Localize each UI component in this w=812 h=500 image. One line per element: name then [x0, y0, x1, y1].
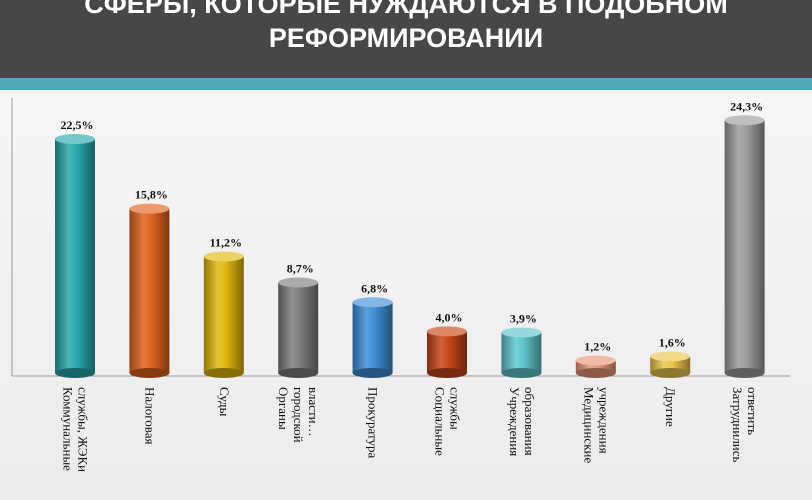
bar	[203, 256, 244, 373]
category-label-line: власти…	[306, 387, 321, 437]
bar-top	[129, 203, 170, 214]
data-label: 1,2%	[584, 340, 611, 354]
data-label: 11,2%	[210, 236, 242, 250]
category-label: Затруднились ответить	[730, 387, 760, 463]
header-accent-stripe	[0, 78, 812, 90]
category-label-line: Медицинские	[581, 387, 596, 463]
data-label: 15,8%	[135, 188, 168, 202]
category-label: Учреждения образования	[507, 387, 537, 456]
bar-top	[427, 326, 467, 337]
category-label: Социальные службы	[433, 387, 463, 456]
bar-top	[55, 134, 95, 144]
bar-base	[278, 368, 319, 378]
bar-base	[575, 368, 616, 378]
bar-top	[278, 277, 319, 288]
category-label-line: Социальные	[433, 387, 448, 456]
bar-top	[203, 251, 244, 262]
category-label-line: учреждения	[596, 387, 611, 454]
bar	[724, 120, 765, 373]
category-label: Медицинские учреждения	[581, 387, 611, 463]
bar	[55, 139, 95, 373]
bar-top	[724, 115, 765, 126]
category-label-line: ответить	[745, 387, 760, 435]
bar	[501, 332, 542, 373]
category-label-line: Другие	[663, 387, 678, 427]
bar-top	[352, 297, 393, 308]
bar-top	[501, 327, 542, 338]
bar-top	[650, 351, 691, 362]
category-label: Прокуратура	[366, 387, 381, 458]
data-label: 8,7%	[287, 262, 314, 276]
data-label: 1,6%	[659, 335, 686, 349]
bar	[352, 302, 393, 373]
data-label: 3,9%	[510, 311, 537, 325]
bar-base	[55, 368, 95, 378]
bar-base	[650, 368, 691, 378]
category-label: Другие	[663, 387, 678, 427]
data-label: 24,3%	[730, 99, 763, 113]
category-label-line: Налоговая	[142, 387, 157, 445]
category-label-line: городской	[291, 387, 306, 443]
title-line-1: СФЕРЫ, КОТОРЫЕ НУЖДАЮТСЯ В ПОДОБНОМ	[84, 0, 728, 19]
category-label-line: Органы	[276, 387, 291, 430]
category-label: Органы городской власти…	[276, 387, 321, 443]
data-label: 22,5%	[61, 118, 94, 132]
bar-base	[501, 368, 542, 378]
category-label-line: образования	[522, 387, 537, 456]
category-label: Суды	[217, 387, 232, 417]
category-label-line: Суды	[217, 387, 232, 417]
plot-area: 22,5% Коммунальные службы, ЖЭКи 15,8% Налого…	[0, 90, 812, 500]
title-line-2: РЕФОРМИРОВАНИИ	[268, 23, 544, 53]
category-label-line: службы, ЖЭКи	[76, 387, 91, 472]
category-label-line: Учреждения	[507, 387, 522, 456]
category-label-line: службы	[448, 387, 463, 430]
bar-base	[129, 368, 170, 378]
category-label-line: Коммунальные	[61, 387, 76, 471]
bar-base	[724, 368, 765, 378]
data-label: 4,0%	[436, 310, 463, 324]
bar-base	[352, 368, 393, 378]
data-label: 6,8%	[361, 281, 388, 295]
bar-top	[575, 355, 616, 366]
category-label: Налоговая	[142, 387, 157, 445]
bar	[278, 282, 319, 373]
category-label-line: Затруднились	[730, 387, 745, 463]
bar-base	[203, 368, 244, 378]
chart-header: СФЕРЫ, КОТОРЫЕ НУЖДАЮТСЯ В ПОДОБНОМ РЕФО…	[0, 0, 812, 78]
category-label: Коммунальные службы, ЖЭКи	[61, 387, 91, 472]
bar	[427, 331, 467, 373]
bar-base	[427, 368, 467, 378]
category-label-line: Прокуратура	[366, 387, 381, 458]
bar	[129, 208, 170, 373]
bar-chart: 22,5% Коммунальные службы, ЖЭКи 15,8% Налого…	[11, 98, 790, 472]
